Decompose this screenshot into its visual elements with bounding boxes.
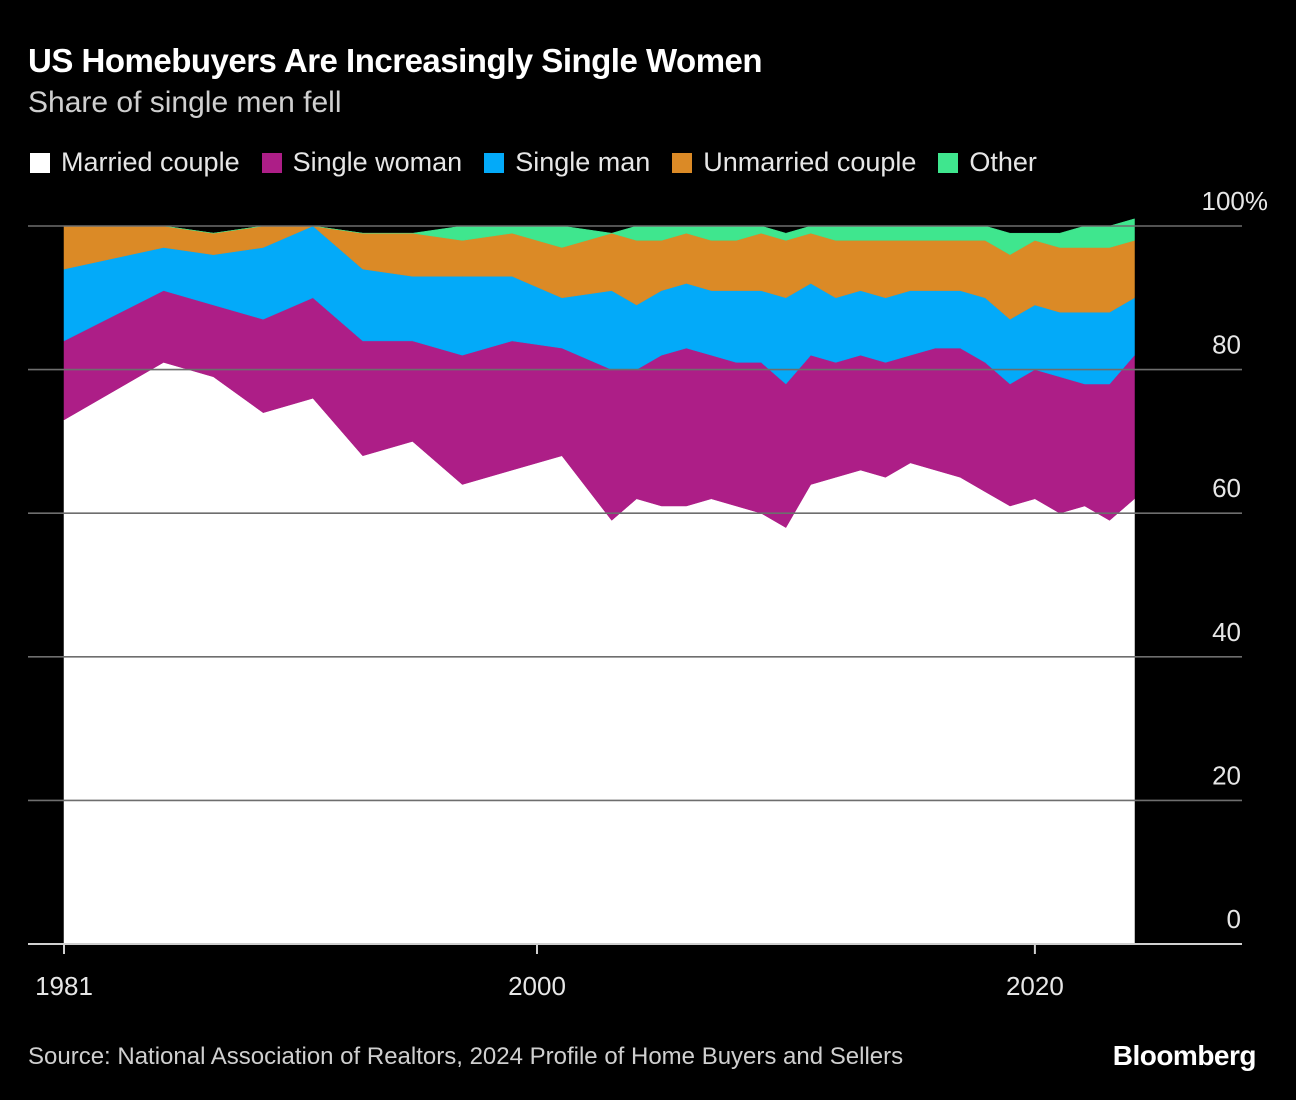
y-tick-label-40: 40 xyxy=(1212,617,1241,647)
legend-label-other: Other xyxy=(969,147,1037,177)
x-tick-label-2020: 2020 xyxy=(1006,971,1064,1001)
legend-item-other: Other xyxy=(938,147,1037,178)
legend-label-single-man: Single man xyxy=(515,147,651,177)
legend-swatch-other xyxy=(938,152,959,173)
legend-swatch-unmarried-couple xyxy=(672,152,693,173)
legend-label-single-woman: Single woman xyxy=(292,147,463,177)
y-tick-label-80: 80 xyxy=(1212,330,1241,360)
source-note: Source: National Association of Realtors… xyxy=(28,1043,904,1070)
legend-swatch-married-couple xyxy=(30,152,50,173)
x-tick-label-2000: 2000 xyxy=(508,971,566,1001)
chart-title: US Homebuyers Are Increasingly Single Wo… xyxy=(28,42,763,79)
legend-swatch-single-woman xyxy=(261,152,282,173)
y-tick-label-100: 100% xyxy=(1202,186,1269,216)
legend: Married couple Single woman Single man U… xyxy=(30,147,1059,178)
legend-item-married-couple: Married couple xyxy=(30,147,240,178)
area-other xyxy=(64,218,1135,255)
x-tick-label-1981: 1981 xyxy=(35,971,93,1001)
bloomberg-logo: Bloomberg xyxy=(1112,1040,1257,1071)
legend-item-single-woman: Single woman xyxy=(261,147,463,178)
chart-subtitle: Share of single men fell xyxy=(28,86,342,119)
legend-item-unmarried-couple: Unmarried couple xyxy=(672,147,916,178)
y-tick-label-60: 60 xyxy=(1212,473,1241,503)
legend-label-married-couple: Married couple xyxy=(61,147,240,177)
legend-swatch-single-man xyxy=(484,152,505,173)
area-series-group xyxy=(63,218,1135,945)
legend-label-unmarried-couple: Unmarried couple xyxy=(703,147,917,177)
y-tick-label-20: 20 xyxy=(1212,760,1241,790)
legend-item-single-man: Single man xyxy=(484,147,650,178)
y-tick-label-0: 0 xyxy=(1227,904,1241,934)
